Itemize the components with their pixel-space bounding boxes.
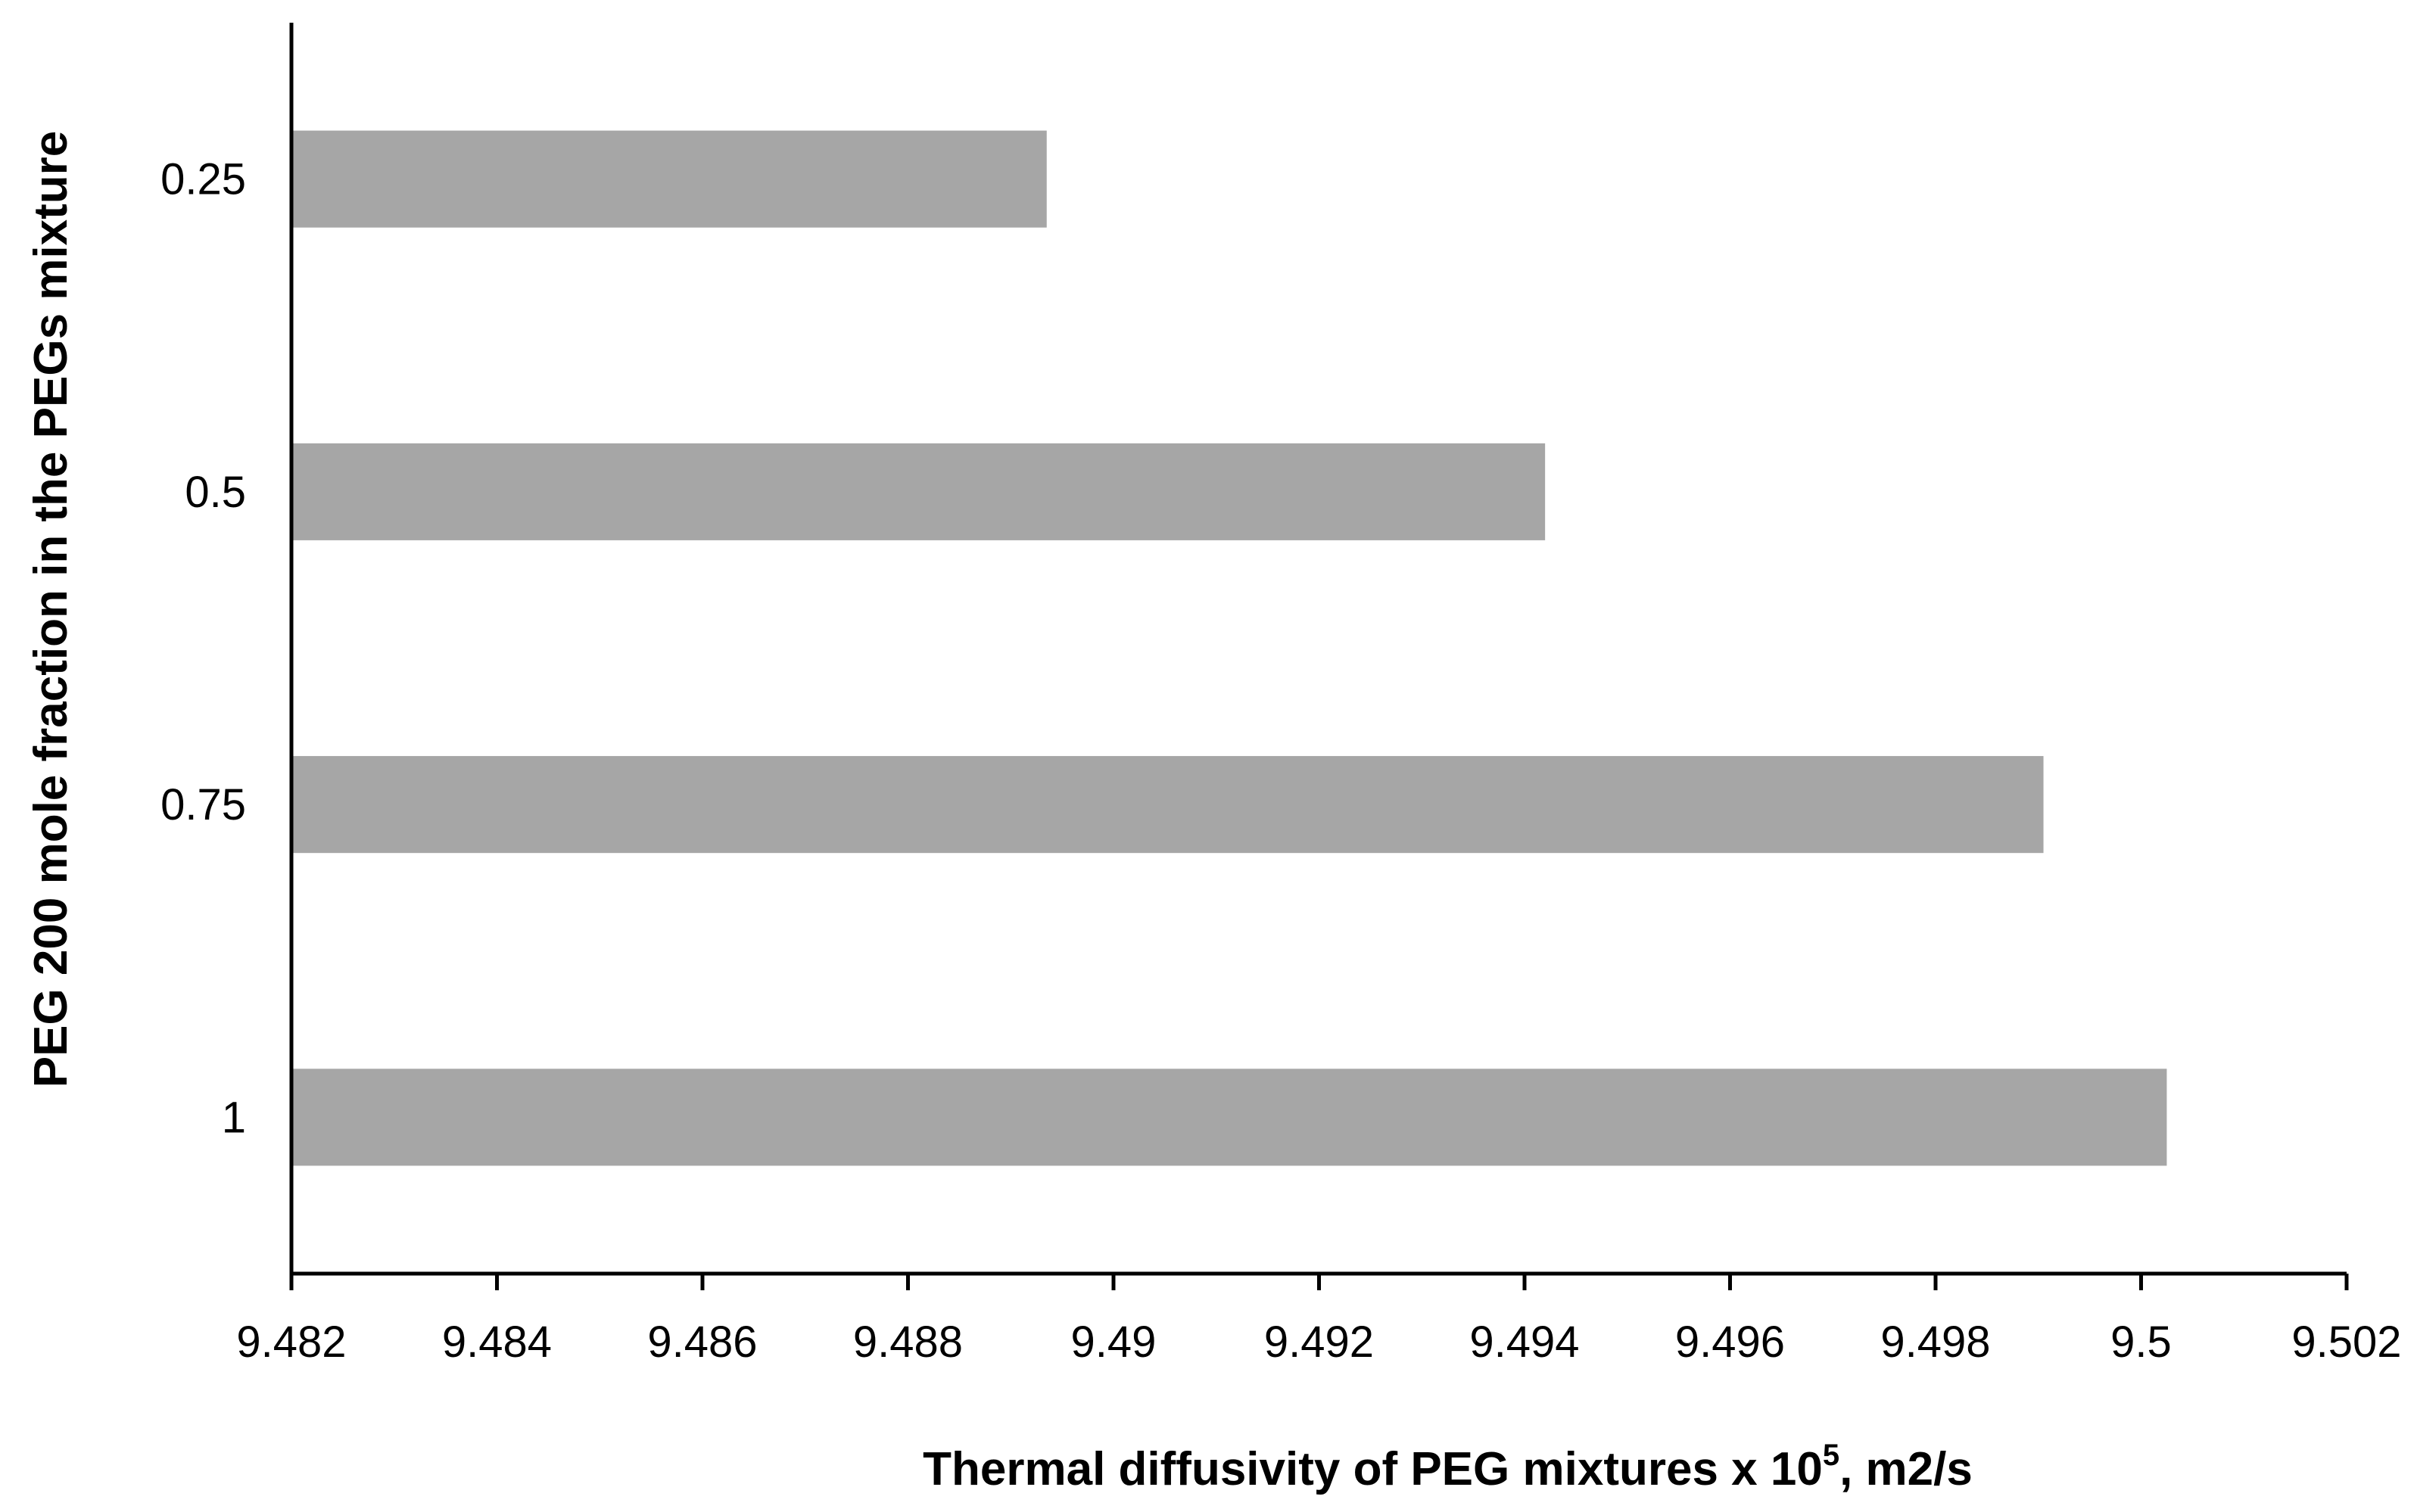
bar — [291, 1069, 2167, 1166]
y-tick-label: 0.25 — [160, 155, 246, 204]
bars-layer — [291, 130, 2167, 1166]
x-tick-label: 9.5 — [2110, 1318, 2172, 1367]
x-tick-label: 9.498 — [1880, 1318, 1990, 1367]
y-ticks: 1 0.75 0.5 0.25 — [160, 155, 246, 1143]
x-tick-label: 9.496 — [1675, 1318, 1785, 1367]
x-tick-label: 9.482 — [236, 1318, 346, 1367]
x-tick-label: 9.49 — [1071, 1318, 1157, 1367]
x-tick-label: 9.486 — [647, 1318, 757, 1367]
y-tick-label: 1 — [222, 1093, 246, 1142]
y-tick-label: 0.5 — [185, 468, 246, 517]
x-tick-label: 9.494 — [1469, 1318, 1579, 1367]
y-axis-title: PEG 200 mole fraction in the PEGs mixtur… — [25, 131, 77, 1088]
x-tick-label: 9.484 — [442, 1318, 552, 1367]
x-tick-label: 9.502 — [2291, 1318, 2401, 1367]
bar — [291, 756, 2044, 854]
bar — [291, 130, 1047, 228]
x-axis-title: Thermal diffusivity of PEG mixtures x 10… — [923, 1439, 1973, 1495]
x-axis-title-unit: , m2/s — [1839, 1443, 1973, 1495]
x-tick-label: 9.488 — [853, 1318, 963, 1367]
bar — [291, 443, 1546, 540]
y-tick-label: 0.75 — [160, 780, 246, 829]
x-axis-title-superscript: 5 — [1823, 1439, 1839, 1472]
x-axis-title-main: Thermal diffusivity of PEG mixtures x 10 — [923, 1443, 1823, 1495]
x-ticks: 9.482 9.484 9.486 9.488 9.49 9.492 9.494 9.496 9… — [236, 1274, 2402, 1367]
x-tick-label: 9.492 — [1264, 1318, 1374, 1367]
